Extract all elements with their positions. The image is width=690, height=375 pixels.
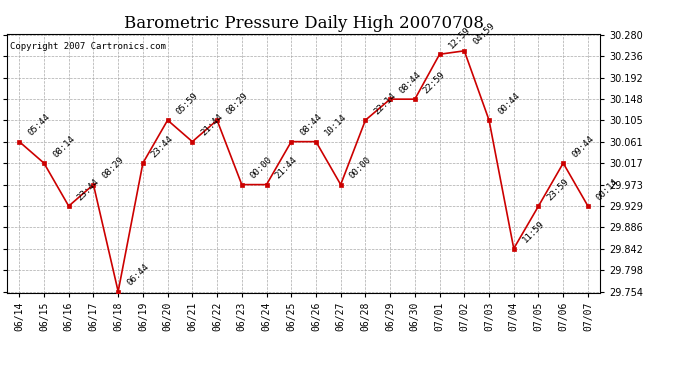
Text: 00:00: 00:00: [348, 155, 373, 180]
Text: 05:59: 05:59: [175, 91, 200, 116]
Text: 09:44: 09:44: [570, 134, 595, 159]
Text: 10:14: 10:14: [323, 112, 348, 138]
Text: 11:59: 11:59: [521, 219, 546, 245]
Text: 12:59: 12:59: [446, 25, 472, 50]
Text: 08:29: 08:29: [100, 155, 126, 180]
Text: 23:44: 23:44: [76, 177, 101, 202]
Text: 22:59: 22:59: [422, 70, 447, 95]
Text: 00:14: 00:14: [595, 177, 620, 202]
Text: 22:14: 22:14: [373, 91, 397, 116]
Text: 04:59: 04:59: [471, 21, 497, 46]
Text: 05:44: 05:44: [26, 112, 52, 138]
Text: 00:44: 00:44: [496, 91, 522, 116]
Text: 08:44: 08:44: [397, 70, 422, 95]
Text: 23:59: 23:59: [545, 177, 571, 202]
Text: 00:00: 00:00: [248, 155, 274, 180]
Text: 08:14: 08:14: [51, 134, 77, 159]
Title: Barometric Pressure Daily High 20070708: Barometric Pressure Daily High 20070708: [124, 15, 484, 32]
Text: 21:44: 21:44: [199, 112, 225, 138]
Text: 23:44: 23:44: [150, 134, 175, 159]
Text: 06:44: 06:44: [125, 262, 150, 287]
Text: 08:44: 08:44: [298, 112, 324, 138]
Text: Copyright 2007 Cartronics.com: Copyright 2007 Cartronics.com: [10, 42, 166, 51]
Text: 21:44: 21:44: [273, 155, 299, 180]
Text: 08:29: 08:29: [224, 91, 249, 116]
